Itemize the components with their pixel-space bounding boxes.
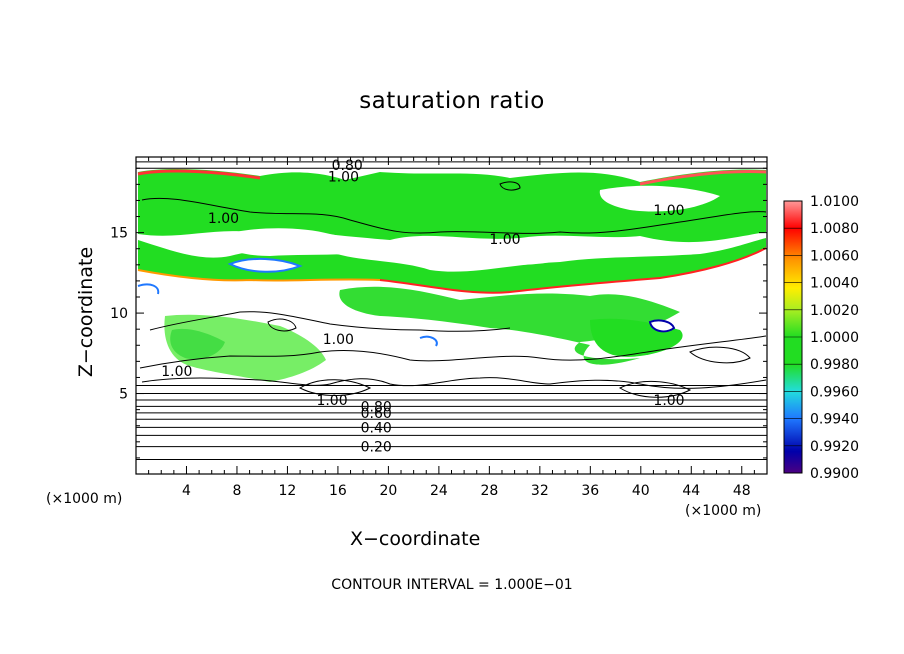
contour-label: 0.40: [361, 420, 392, 436]
x-tick-label: 24: [430, 483, 448, 499]
contour-label: 1.00: [208, 211, 239, 227]
contour-1.00-low: [139, 335, 767, 369]
contour-cell-2: [618, 380, 692, 398]
x-tick-label: 20: [379, 483, 397, 499]
colorbar-label: 0.9980: [810, 357, 859, 373]
contour-cell-1: [298, 379, 372, 396]
contour-1.00-wave: [141, 377, 767, 389]
saturation-field: [136, 161, 767, 461]
chart-title: saturation ratio: [359, 88, 545, 114]
colorbar-label: 1.0080: [810, 221, 859, 237]
colorbar-label: 1.0060: [810, 248, 859, 264]
colorbar-label: 1.0100: [810, 194, 859, 210]
dry-zone-4: [690, 285, 766, 330]
y-tick-label: 15: [110, 226, 128, 242]
contour-label: 1.00: [161, 364, 192, 380]
edge-blue-3: [137, 283, 160, 295]
field-region-left: [164, 314, 326, 382]
y-axis-ticks: 5 10 15: [110, 167, 767, 459]
contour-label: 1.00: [489, 232, 520, 248]
y-tick-label: 10: [110, 306, 128, 322]
contour-interval-text: CONTOUR INTERVAL = 1.000E−01: [331, 577, 573, 593]
x-tick-label: 44: [682, 483, 700, 499]
contour-1.00-upper: [141, 197, 767, 234]
edge-blue-1: [227, 257, 303, 273]
contour-label: 0.20: [361, 440, 392, 456]
dry-zone-1: [219, 228, 373, 256]
field-region-left-2: [170, 328, 225, 360]
x-tick-label: 28: [480, 483, 498, 499]
contour-cell-5: [267, 318, 297, 332]
contour-label: 1.00: [653, 203, 684, 219]
x-axis-label: X−coordinate: [350, 528, 481, 550]
x-tick-label: 12: [279, 483, 297, 499]
x-tick-label: 4: [182, 483, 191, 499]
colorbar-ticks: 1.0100 1.0080 1.0060 1.0040 1.0020 1.0000 0.99…: [784, 194, 859, 482]
x-tick-label: 16: [329, 483, 347, 499]
x-tick-label: 48: [733, 483, 751, 499]
contour-label: 1.00: [328, 169, 359, 185]
z-unit-label: (×1000 m): [46, 491, 123, 507]
x-tick-label: 40: [632, 483, 650, 499]
colorbar-label: 0.9920: [810, 439, 859, 455]
contour-1.00-mid: [149, 311, 511, 332]
contour-label: 0.80: [361, 399, 392, 415]
edge-orange-1: [137, 269, 381, 282]
colorbar-label: 0.9960: [810, 384, 859, 400]
dry-zone-2: [460, 252, 560, 266]
contour-label: 1.00: [323, 332, 354, 348]
y-tick-label: 5: [119, 387, 128, 403]
colorbar-label: 0.9900: [810, 466, 859, 482]
x-unit-label: (×1000 m): [685, 503, 762, 519]
colorbar-label: 0.9940: [810, 412, 859, 428]
dry-zone-3: [599, 185, 720, 212]
colorbar-label: 1.0020: [810, 303, 859, 319]
contour-lines: [139, 181, 767, 398]
contour-label: 1.00: [316, 393, 347, 409]
contour-cell-4: [499, 181, 521, 191]
contour-cell-3: [689, 346, 751, 364]
edge-blue-4: [419, 335, 438, 347]
edge-red-3: [379, 247, 767, 294]
x-tick-label: 32: [531, 483, 549, 499]
edge-blue-2: [648, 319, 676, 333]
contour-label: 0.80: [332, 158, 363, 174]
stratification-contours: [136, 161, 767, 461]
x-tick-label: 36: [581, 483, 599, 499]
contour-label: 1.00: [653, 393, 684, 409]
edge-red-1: [137, 169, 261, 180]
colorbar-label: 1.0040: [810, 276, 859, 292]
field-region-mid: [339, 286, 680, 365]
field-region-upper: [138, 169, 766, 243]
colorbar-label: 1.0000: [810, 330, 859, 346]
x-axis-ticks: 4 8 12 16 20 24 28 32 36 40 44 48: [148, 157, 755, 499]
edge-red-2: [639, 170, 767, 186]
contour-label: 0.60: [361, 406, 392, 422]
contour-labels: 0.200.400.600.801.00 1.001.001.001.001.00…: [161, 158, 684, 456]
x-tick-label: 8: [232, 483, 241, 499]
